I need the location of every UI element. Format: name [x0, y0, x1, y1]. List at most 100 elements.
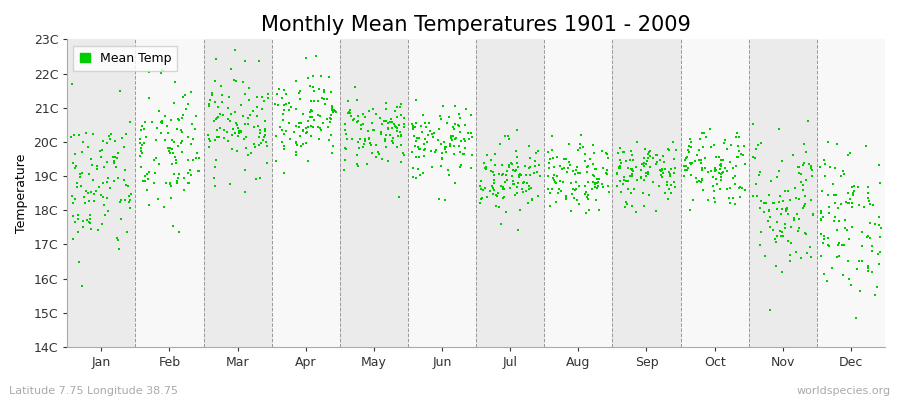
Point	[580, 196, 595, 202]
Point	[164, 117, 178, 123]
Point	[508, 192, 522, 198]
Point	[424, 148, 438, 154]
Point	[635, 190, 650, 197]
Point	[212, 125, 227, 132]
Point	[108, 137, 122, 144]
Point	[453, 149, 467, 156]
Point	[340, 135, 355, 142]
Point	[652, 183, 666, 189]
Point	[872, 213, 886, 220]
Point	[282, 119, 296, 126]
Point	[649, 159, 663, 166]
Point	[436, 139, 451, 146]
Point	[386, 140, 400, 146]
Point	[75, 170, 89, 176]
Point	[478, 165, 492, 172]
Point	[778, 188, 793, 194]
Point	[717, 165, 732, 171]
Point	[292, 88, 307, 94]
Point	[253, 174, 267, 181]
Point	[64, 134, 78, 141]
Point	[301, 74, 315, 81]
Point	[821, 242, 835, 248]
Point	[769, 239, 783, 246]
Point	[574, 132, 589, 138]
Point	[165, 146, 179, 152]
Point	[258, 128, 273, 134]
Point	[824, 164, 838, 170]
Point	[141, 176, 156, 182]
Point	[829, 226, 843, 233]
Point	[445, 136, 459, 143]
Point	[731, 143, 745, 149]
Point	[637, 202, 652, 209]
Point	[519, 171, 534, 178]
Point	[861, 233, 876, 240]
Point	[248, 124, 262, 131]
Point	[152, 108, 166, 114]
Point	[220, 116, 235, 122]
Point	[447, 180, 462, 186]
Point	[376, 118, 391, 124]
Point	[682, 148, 697, 155]
Point	[324, 116, 338, 122]
Point	[529, 169, 544, 175]
Point	[457, 121, 472, 128]
Point	[213, 82, 228, 89]
Point	[614, 189, 628, 195]
Point	[489, 203, 503, 209]
Point	[725, 175, 740, 182]
Point	[453, 114, 467, 121]
Bar	[749, 39, 817, 347]
Point	[626, 166, 640, 172]
Point	[212, 134, 226, 140]
Point	[295, 111, 310, 117]
Point	[542, 165, 556, 171]
Point	[768, 236, 782, 242]
Point	[580, 169, 594, 176]
Point	[260, 143, 274, 150]
Point	[444, 133, 458, 139]
Point	[757, 209, 771, 215]
Point	[374, 156, 389, 162]
Point	[305, 72, 320, 79]
Point	[559, 194, 573, 200]
Point	[529, 150, 544, 156]
Point	[191, 168, 205, 174]
Point	[655, 153, 670, 159]
Point	[562, 159, 576, 165]
Point	[520, 180, 535, 186]
Point	[311, 112, 326, 118]
Point	[763, 214, 778, 220]
Point	[600, 183, 615, 189]
Point	[814, 188, 829, 194]
Point	[457, 151, 472, 158]
Point	[733, 184, 747, 190]
Point	[157, 203, 171, 210]
Point	[167, 100, 182, 106]
Point	[114, 196, 129, 203]
Point	[321, 136, 336, 143]
Point	[71, 216, 86, 222]
Point	[798, 201, 813, 208]
Point	[779, 206, 794, 213]
Point	[410, 135, 424, 141]
Point	[68, 151, 83, 158]
Point	[454, 138, 469, 144]
Point	[438, 143, 453, 150]
Point	[822, 204, 836, 210]
Point	[852, 202, 867, 208]
Point	[864, 268, 878, 275]
Point	[292, 120, 307, 126]
Point	[792, 225, 806, 232]
Point	[509, 190, 524, 196]
Point	[480, 152, 494, 158]
Point	[814, 210, 828, 216]
Point	[543, 202, 557, 209]
Point	[70, 180, 85, 186]
Point	[296, 127, 310, 133]
Point	[655, 167, 670, 174]
Point	[249, 112, 264, 119]
Point	[231, 130, 246, 136]
Point	[351, 162, 365, 169]
